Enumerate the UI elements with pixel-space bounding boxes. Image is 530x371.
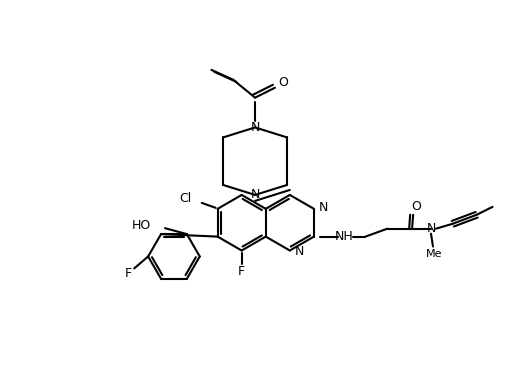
Text: O: O <box>278 76 288 89</box>
Text: HO: HO <box>132 219 151 232</box>
Text: NH: NH <box>334 230 353 243</box>
Text: Cl: Cl <box>180 193 192 206</box>
Text: F: F <box>238 265 245 278</box>
Text: N: N <box>250 121 260 134</box>
Text: N: N <box>295 245 304 258</box>
Text: N: N <box>319 201 328 214</box>
Text: O: O <box>411 200 421 213</box>
Text: N: N <box>426 222 436 235</box>
Text: Me: Me <box>426 249 442 259</box>
Text: F: F <box>125 267 132 280</box>
Text: N: N <box>250 188 260 201</box>
